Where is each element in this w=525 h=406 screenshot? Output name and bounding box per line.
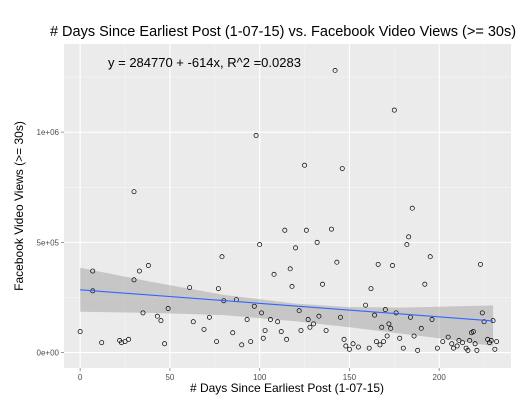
y-tick-label: 1e+06 bbox=[37, 128, 60, 137]
x-axis: 0 50 100 150 200 bbox=[78, 368, 446, 382]
y-tick-label: 0e+00 bbox=[37, 349, 60, 358]
x-tick-label: 200 bbox=[433, 373, 447, 382]
x-axis-title: # Days Since Earliest Post (1-07-15) bbox=[190, 381, 384, 395]
x-tick-label: 50 bbox=[165, 373, 174, 382]
y-axis-title: Facebook Video Views (>= 30s) bbox=[12, 121, 26, 291]
x-tick-label: 0 bbox=[78, 373, 83, 382]
y-axis: 0e+00 5e+05 1e+06 bbox=[37, 128, 64, 357]
chart-title: # Days Since Earliest Post (1-07-15) vs.… bbox=[50, 24, 516, 40]
y-tick-label: 5e+05 bbox=[37, 238, 60, 247]
regression-equation-annotation: y = 284770 + -614x, R^2 =0.0283 bbox=[108, 55, 301, 70]
